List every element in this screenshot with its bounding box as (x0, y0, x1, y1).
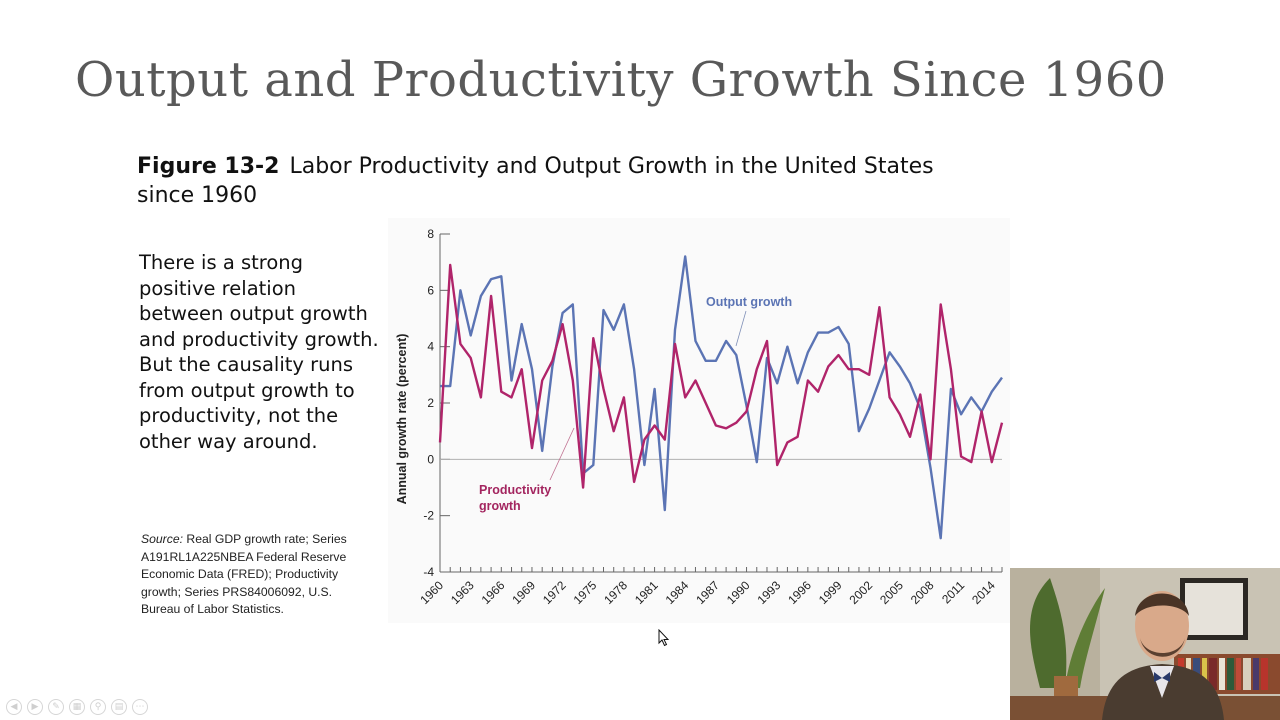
source-note: Source: Real GDP growth rate; Series A19… (141, 531, 356, 619)
x-tick-label: 1990 (724, 578, 753, 607)
source-text: Real GDP growth rate; Series A191RL1A225… (141, 532, 347, 616)
annotation-leader-productivity (549, 427, 575, 481)
x-tick-label: 1969 (509, 578, 538, 607)
y-tick-label: -2 (423, 509, 434, 523)
slides-grid-icon[interactable]: ▦ (69, 699, 85, 715)
x-tick-label: 2008 (908, 578, 937, 607)
previous-slide-icon[interactable]: ◀ (6, 699, 22, 715)
figure-number: Figure 13-2 (137, 154, 280, 179)
figure-caption-text: Labor Productivity and Output Growth in … (137, 154, 934, 208)
pen-icon[interactable]: ✎ (48, 699, 64, 715)
mouse-cursor-icon (658, 629, 670, 647)
next-slide-icon[interactable]: ▶ (27, 699, 43, 715)
x-tick-label: 1963 (448, 578, 477, 607)
y-tick-label: 4 (427, 340, 434, 354)
x-tick-label: 2011 (939, 578, 967, 606)
y-tick-label: -4 (423, 565, 434, 579)
x-tick-label: 2014 (969, 578, 998, 607)
x-tick-label: 2002 (847, 578, 876, 607)
y-tick-label: 8 (427, 227, 434, 241)
x-tick-label: 1999 (816, 578, 845, 607)
x-tick-label: 1960 (417, 578, 446, 607)
line-chart: -4 -2 0 2 4 6 8 1960 1963 1966 1969 1972 1975 1978 198… (388, 218, 1010, 623)
annotation-output-growth: Output growth (706, 295, 792, 309)
presenter-video (1010, 568, 1280, 720)
x-tick-label: 1975 (571, 578, 600, 607)
slide-title: Output and Productivity Growth Since 196… (75, 52, 1167, 108)
subtitles-icon[interactable]: ▤ (111, 699, 127, 715)
more-options-icon[interactable]: ⋯ (132, 699, 148, 715)
slideshow-controls: ◀ ▶ ✎ ▦ ⚲ ▤ ⋯ (6, 699, 148, 715)
annotation-leader-output (735, 310, 747, 347)
y-tick-label: 0 (427, 452, 434, 466)
zoom-icon[interactable]: ⚲ (90, 699, 106, 715)
y-tick-label: 2 (427, 396, 434, 410)
x-tick-label: 1987 (693, 578, 722, 607)
x-tick-label: 1978 (601, 578, 630, 607)
source-label: Source: (141, 532, 184, 546)
x-tick-label: 1981 (632, 578, 661, 607)
x-tick-label: 1993 (755, 578, 784, 607)
series-line-productivity-growth (438, 263, 1004, 489)
y-axis-label: Annual growth rate (percent) (395, 334, 409, 505)
x-tick-label: 1966 (479, 578, 508, 607)
explanatory-text: There is a strong positive relation betw… (139, 251, 379, 453)
x-tick-label: 2005 (877, 578, 906, 607)
series-line-output-growth (440, 255, 1003, 540)
y-tick-label: 6 (427, 283, 434, 297)
annotation-productivity-growth: Productivity growth (479, 483, 551, 513)
x-tick-label: 1972 (540, 578, 569, 607)
x-tick-label: 1984 (663, 578, 692, 607)
x-tick-label: 1996 (785, 578, 814, 607)
figure-caption: Figure 13-2 Labor Productivity and Output… (137, 152, 997, 210)
presenter-image (1010, 568, 1280, 720)
